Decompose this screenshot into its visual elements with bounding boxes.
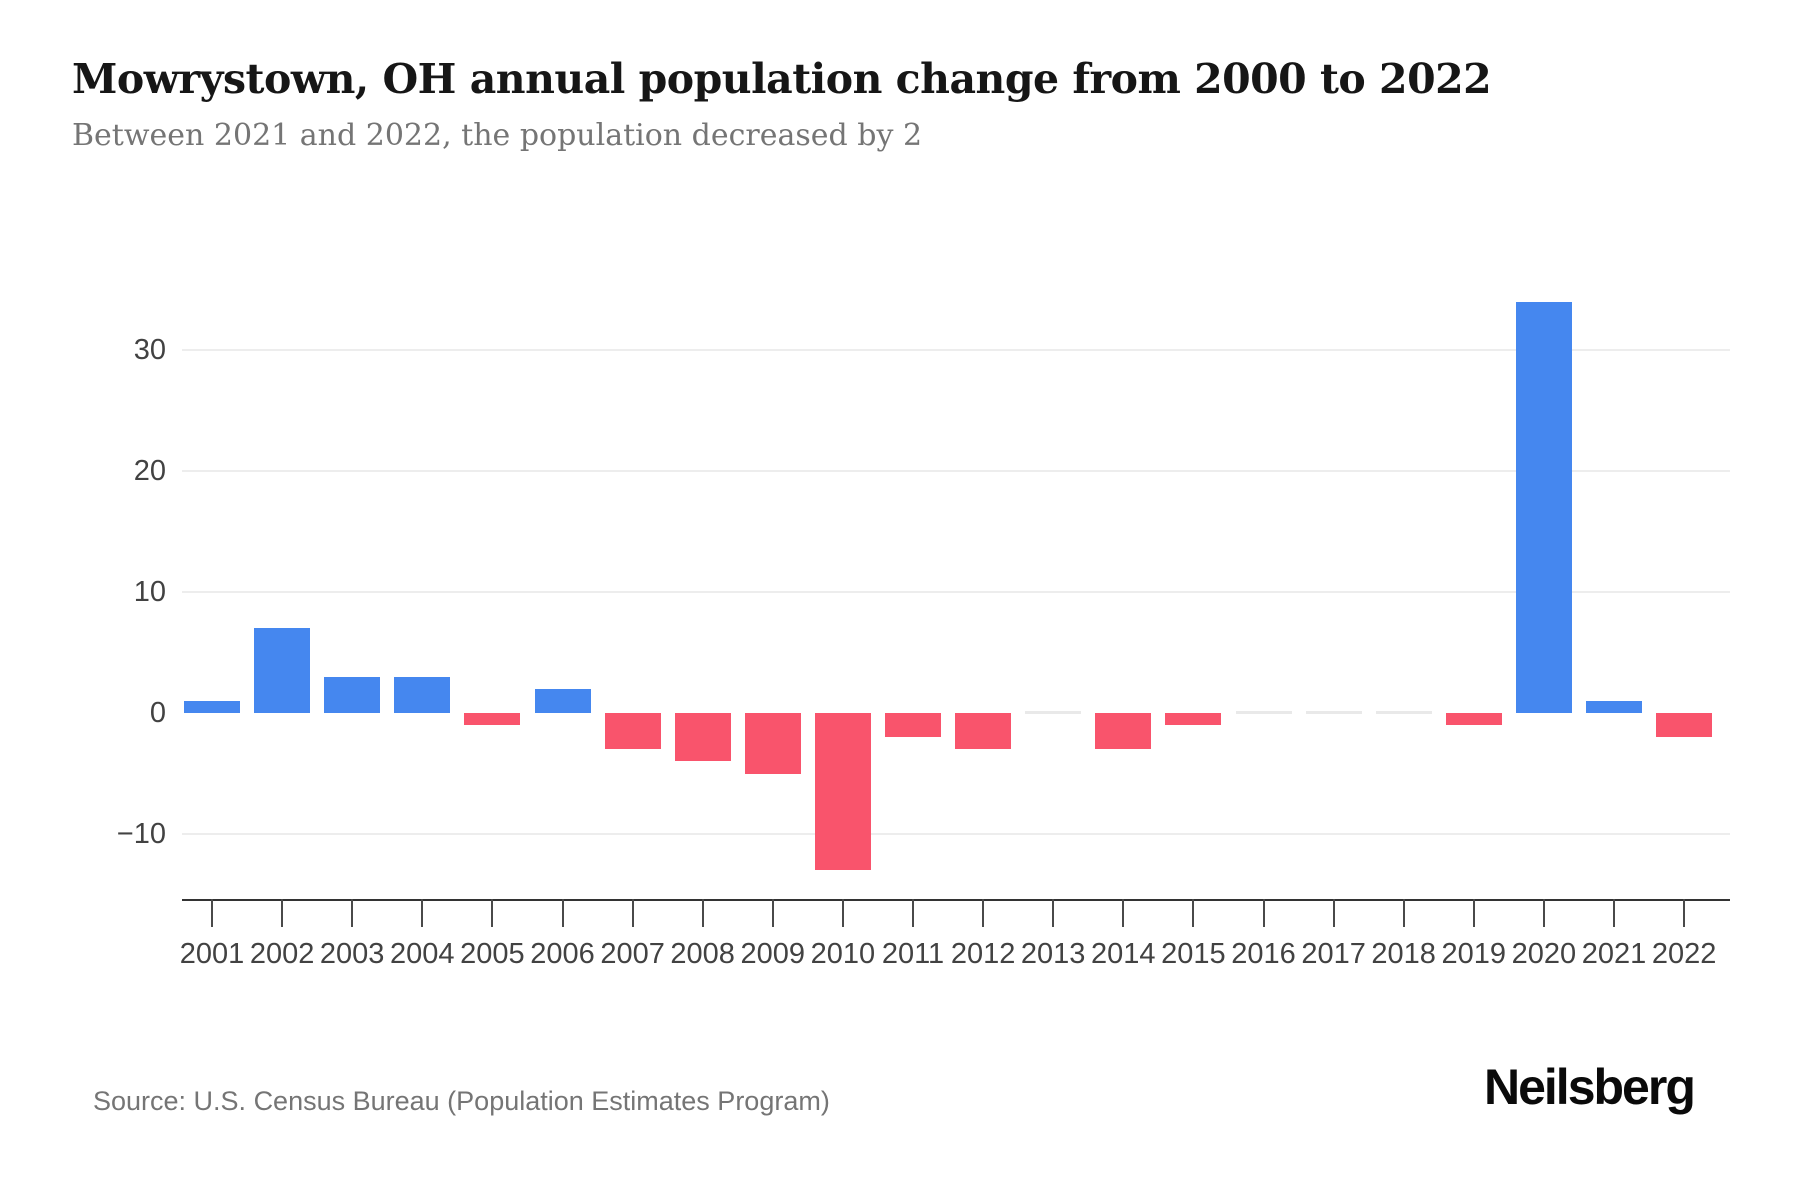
- bar-2015: [1165, 713, 1222, 726]
- x-axis-tick-2014: [1122, 899, 1125, 927]
- x-axis-tick-2007: [631, 899, 634, 927]
- x-axis-label-2014: 2014: [1091, 938, 1156, 970]
- x-axis-tick-2004: [421, 899, 424, 927]
- gridline-30: [182, 349, 1730, 351]
- x-axis-label-2010: 2010: [810, 938, 876, 970]
- x-axis-label-2006: 2006: [530, 938, 595, 970]
- x-axis-label-2012: 2012: [950, 938, 1016, 970]
- bar-2017: [1305, 711, 1362, 714]
- x-axis-tick-2020: [1542, 899, 1545, 927]
- x-axis-label-2007: 2007: [600, 938, 665, 970]
- x-axis-label-2015: 2015: [1161, 938, 1226, 970]
- x-axis-tick-2021: [1613, 899, 1615, 927]
- bar-2002: [254, 628, 311, 713]
- x-axis-label-2016: 2016: [1231, 938, 1296, 970]
- x-axis-label-2013: 2013: [1020, 938, 1086, 970]
- y-axis-label-0: 0: [149, 697, 166, 729]
- x-axis-label-2011: 2011: [881, 938, 945, 970]
- bar-2013: [1025, 711, 1082, 714]
- bar-2009: [744, 713, 801, 774]
- x-axis-tick-2002: [281, 899, 284, 927]
- x-axis-label-2001: 2001: [179, 938, 245, 970]
- x-axis-tick-2015: [1192, 899, 1195, 927]
- x-axis-tick-2016: [1262, 899, 1265, 927]
- bar-2018: [1375, 711, 1432, 714]
- bar-2006: [534, 688, 591, 713]
- x-axis-tick-2017: [1332, 899, 1335, 927]
- bar-2016: [1235, 711, 1292, 714]
- x-axis-tick-2022: [1683, 899, 1686, 927]
- x-axis-label-2022: 2022: [1651, 938, 1717, 970]
- gridline-10: [182, 591, 1730, 593]
- x-axis-label-2019: 2019: [1441, 938, 1507, 970]
- bar-2001: [184, 700, 240, 713]
- x-axis-tick-2018: [1402, 899, 1405, 927]
- y-axis-label-20: 20: [133, 455, 166, 487]
- bar-2010: [814, 713, 871, 871]
- x-axis-label-2008: 2008: [670, 938, 735, 970]
- chart-title: Mowrystown, OH annual population change …: [72, 55, 1492, 103]
- bar-2014: [1095, 713, 1152, 750]
- x-axis-label-2021: 2021: [1581, 938, 1647, 970]
- bar-2005: [464, 713, 521, 726]
- x-axis-label-2002: 2002: [249, 938, 315, 970]
- bar-2007: [604, 713, 661, 750]
- y-axis-label-30: 30: [133, 334, 166, 366]
- x-axis-tick-2001: [211, 899, 213, 927]
- x-axis-label-2005: 2005: [460, 938, 525, 970]
- x-axis-tick-2012: [982, 899, 985, 927]
- x-axis-tick-2006: [561, 899, 564, 927]
- y-axis-label-10: 10: [133, 576, 166, 608]
- bar-2019: [1445, 713, 1502, 726]
- bar-2011: [885, 713, 941, 738]
- x-axis-label-2009: 2009: [740, 938, 806, 970]
- x-axis-tick-2010: [841, 899, 844, 927]
- gridline--10: [182, 833, 1730, 835]
- source-note: Source: U.S. Census Bureau (Population E…: [93, 1086, 830, 1116]
- bar-2004: [394, 676, 451, 713]
- x-axis-label-2003: 2003: [319, 938, 385, 970]
- x-axis-tick-2005: [491, 899, 494, 927]
- x-axis-tick-2011: [912, 899, 914, 927]
- x-axis-tick-2013: [1052, 899, 1055, 927]
- x-axis-tick-2019: [1472, 899, 1475, 927]
- x-axis-tick-2003: [351, 899, 354, 927]
- x-axis-label-2020: 2020: [1511, 938, 1577, 970]
- x-axis-label-2017: 2017: [1301, 938, 1366, 970]
- x-axis-line: [182, 899, 1730, 901]
- bar-2012: [955, 713, 1012, 750]
- bar-2008: [674, 713, 731, 762]
- x-axis-label-2004: 2004: [390, 938, 455, 970]
- bar-2020: [1515, 301, 1572, 713]
- x-axis-tick-2009: [771, 899, 774, 927]
- x-axis-label-2018: 2018: [1371, 938, 1436, 970]
- y-axis-label--10: −10: [116, 818, 166, 850]
- chart-subtitle: Between 2021 and 2022, the population de…: [72, 118, 923, 153]
- gridline-20: [182, 470, 1730, 472]
- bar-2022: [1656, 713, 1713, 738]
- bar-2003: [324, 676, 381, 713]
- x-axis-tick-2008: [701, 899, 704, 927]
- brand-logo: Neilsberg: [1484, 1059, 1696, 1115]
- bar-2021: [1586, 700, 1642, 713]
